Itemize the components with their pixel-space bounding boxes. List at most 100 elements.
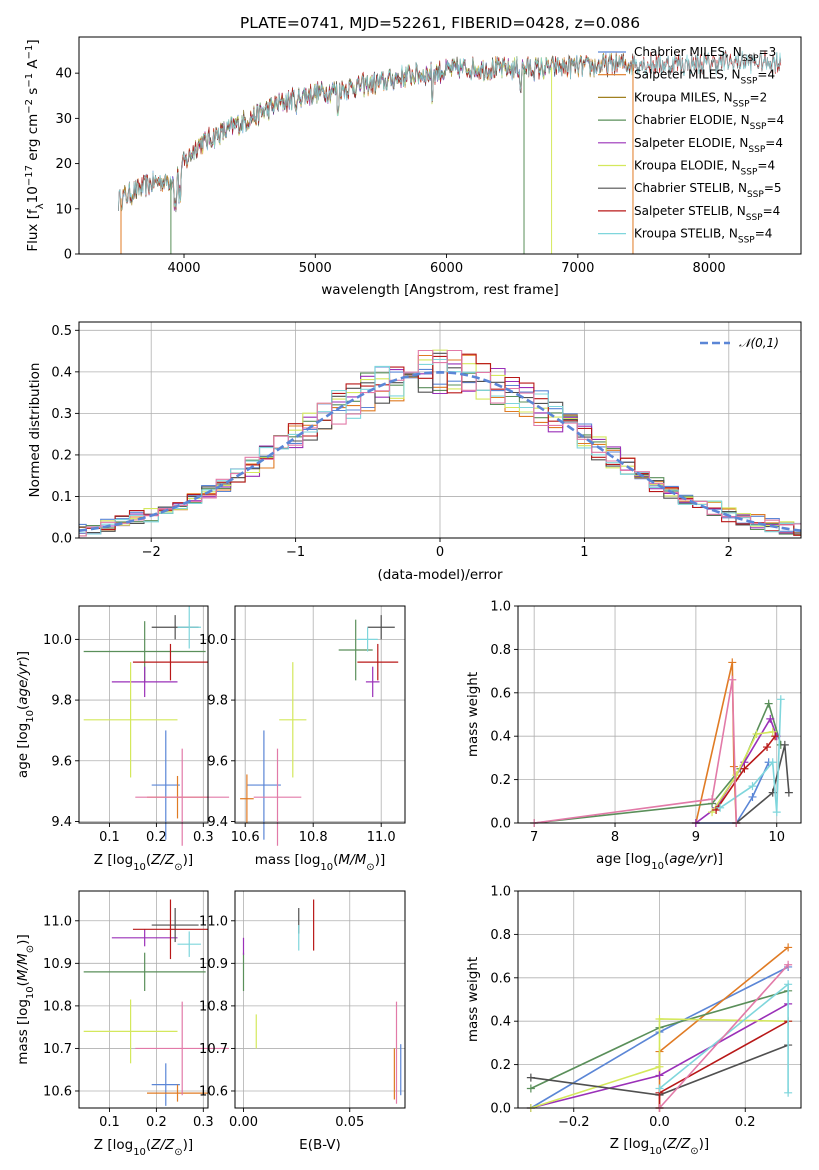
age_vs_Z-y-label: age [log10(age/yr)] [15, 651, 36, 778]
label-part: yr [15, 660, 31, 676]
x-tick-label: 0.1 [99, 1115, 120, 1130]
y-tick-label: 40 [55, 67, 72, 82]
label-part: Z [666, 1136, 677, 1152]
legend-entry: Salpeter MILES, NSSP=4 [634, 68, 775, 87]
label-part: Z [log [610, 1136, 649, 1152]
label-part: )] [699, 1136, 710, 1152]
legend-sub: SSP [742, 54, 759, 64]
legend-entry: Kroupa STELIB, NSSP=4 [634, 227, 772, 246]
weight-marker [732, 771, 741, 780]
legend-entry: Chabrier MILES, NSSP=3 [634, 45, 776, 64]
weight-marker [784, 1088, 793, 1097]
label-part: )] [183, 1137, 194, 1153]
label-part: Z [log [94, 852, 133, 868]
x-tick-label: 7 [530, 830, 538, 845]
weight-series-line [658, 964, 789, 1109]
label-part: / [15, 963, 31, 970]
spectrum-lines [118, 49, 782, 254]
y-tick-label: 11.0 [199, 914, 228, 929]
y-tick-label: 9.4 [51, 815, 72, 830]
y-tick-label: 10.9 [199, 957, 228, 972]
x-tick-label: 8000 [693, 261, 726, 276]
y-tick-label: 1.0 [490, 600, 511, 615]
x-tick-label: 11.0 [367, 830, 396, 845]
legend-sub: SSP [738, 236, 755, 246]
weight_vs_age-frame [517, 605, 802, 824]
weight_vs_age-y-label: mass weight [465, 672, 481, 757]
label-part: s [25, 88, 41, 99]
mass_vs_ebv-x-label: E(B-V) [299, 1137, 341, 1153]
weight-series-line [530, 1018, 789, 1109]
errorbar-point [151, 908, 199, 943]
age_vs_Z-x-label: Z [log10(Z/Z⊙)] [94, 852, 193, 873]
weight_vs_Z-x-label: Z [log10(Z/Z⊙)] [610, 1136, 709, 1157]
legend-name: Salpeter ELODIE, N [634, 136, 748, 150]
legend-entry: Chabrier ELODIE, NSSP=4 [634, 113, 784, 132]
label-part: ( [15, 981, 31, 986]
x-tick-label: −1 [286, 545, 305, 560]
weight-marker [712, 805, 721, 814]
weight-marker [748, 792, 757, 801]
figure-title: PLATE=0741, MJD=52261, FIBERID=0428, z=0… [240, 14, 640, 32]
histogram-series [79, 353, 801, 536]
errorbar-point [111, 666, 178, 698]
age_vs_mass-frame [234, 605, 406, 824]
label-part: Flux [f [25, 208, 41, 252]
label-part: M [15, 953, 31, 965]
label-part: 10 [133, 1147, 146, 1158]
y-tick-label: 0.4 [490, 1015, 511, 1030]
y-tick-label: 10.8 [43, 999, 72, 1014]
weight-marker [708, 795, 717, 804]
mass_vs_ebv-axes: 0.00 0.05 10.6 10.7 10.8 10.9 11.0 [199, 891, 405, 1130]
weight-marker [784, 980, 793, 989]
label-part: ⊙ [174, 1147, 182, 1158]
y-tick-label: 30 [55, 112, 72, 127]
errorbar-point [83, 999, 178, 1064]
legend-value: =5 [764, 181, 782, 195]
label-part: −2 [24, 99, 35, 114]
legend-value: =4 [765, 136, 783, 150]
x-tick-label: −2 [142, 545, 161, 560]
weight-marker [784, 960, 793, 969]
legend-entry: Kroupa MILES, NSSP=2 [634, 90, 767, 109]
weight-marker [768, 727, 777, 736]
y-tick-label: 9.6 [51, 754, 72, 769]
errorbar-point [177, 931, 201, 957]
label-part: 10 [133, 862, 146, 873]
y-tick-label: 9.4 [207, 815, 228, 830]
mass_vs_Z-axes: 0.1 0.2 0.3 10.6 10.7 10.8 10.9 11.0 [43, 891, 214, 1130]
legend-value: =4 [757, 159, 775, 173]
legend-sub: SSP [750, 122, 767, 132]
legend-name: Kroupa MILES, N [634, 90, 733, 104]
age_vs_mass-x-label: mass [log10(M/M⊙)] [255, 852, 385, 873]
residuals-y-label: Normed distribution [27, 363, 43, 498]
label-part: ⊙ [366, 862, 374, 873]
x-tick-label: 0.2 [146, 1115, 167, 1130]
y-tick-label: 0.2 [490, 773, 511, 788]
weight-series-line [658, 982, 789, 1093]
weight-marker [708, 808, 717, 817]
y-tick-label: 0.8 [490, 928, 511, 943]
errorbar-point [253, 748, 302, 846]
legend-sub: SSP [741, 77, 758, 87]
label-part: Z [680, 1136, 691, 1152]
weight_vs_age-series [530, 658, 793, 827]
x-tick-label: 4000 [167, 261, 200, 276]
residuals-axes: −2 −1 0 1 2 0.0 0.1 0.2 0.3 0.4 0.5 [51, 322, 801, 560]
label-part: )] [183, 852, 194, 868]
errorbar-point [83, 662, 178, 778]
weight-marker [728, 675, 737, 684]
x-tick-label: 0.2 [735, 1115, 756, 1130]
y-tick-label: 0.3 [51, 407, 72, 422]
label-part: ( [662, 1136, 667, 1152]
y-tick-label: 0.0 [490, 1102, 511, 1117]
y-tick-label: 11.0 [43, 914, 72, 929]
weight-marker [728, 658, 737, 667]
label-part: / [349, 852, 356, 868]
weight_vs_Z-frame [517, 890, 802, 1109]
label-part: / [675, 1136, 682, 1152]
mass_vs_Z-points [83, 899, 230, 1106]
y-tick-label: 10.0 [43, 633, 72, 648]
label-part: E(B-V) [299, 1137, 341, 1153]
